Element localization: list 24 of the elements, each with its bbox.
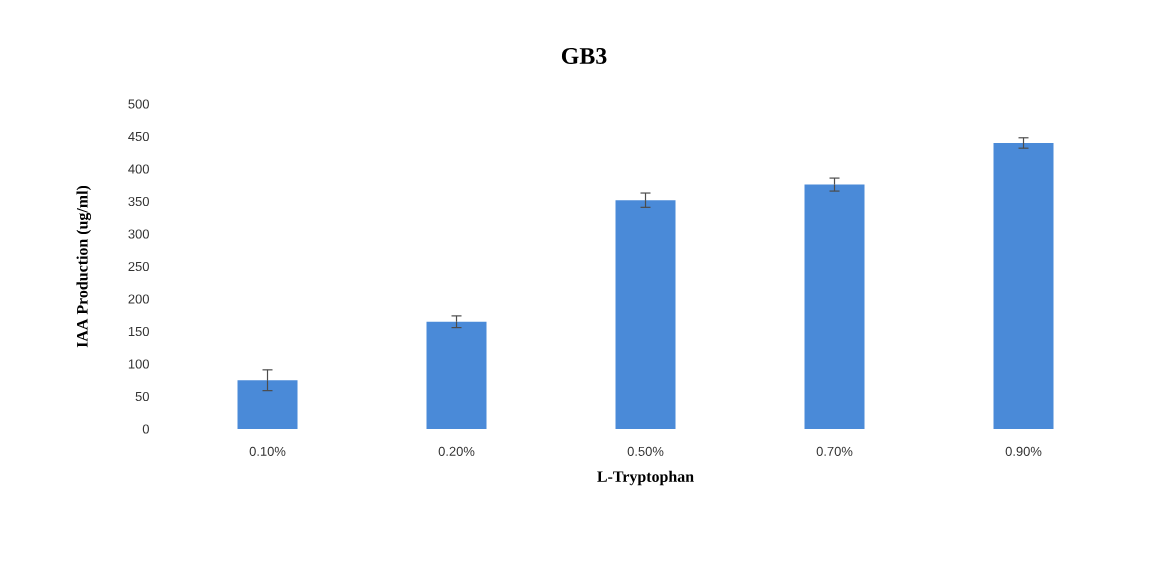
bar [993,142,1054,429]
x-tick-label: 0.50% [627,446,664,456]
x-tick-label: 0.10% [249,446,286,456]
bar [426,321,487,429]
chart-title: GB3 [561,47,607,65]
y-tick-label: 200 [128,294,149,304]
bar [804,184,865,429]
y-tick-label: 450 [128,131,149,142]
y-tick-label: 300 [128,229,149,239]
y-tick-label: 500 [128,99,149,109]
y-tick-label: 150 [128,326,149,337]
x-axis-title: L-Tryptophan [597,470,694,486]
y-tick-label: 100 [128,359,149,369]
y-tick-label: 250 [128,261,149,272]
y-tick-label: 350 [128,196,149,207]
y-tick-label: 0 [142,424,149,434]
bar [615,200,676,429]
x-tick-label: 0.90% [1005,446,1042,456]
y-tick-label: 400 [128,164,149,174]
x-tick-label: 0.70% [816,446,853,456]
bar [237,380,298,429]
y-tick-label: 50 [135,391,149,402]
y-axis-title: IAA Production (ug/ml) [76,185,92,348]
x-tick-label: 0.20% [438,446,475,456]
